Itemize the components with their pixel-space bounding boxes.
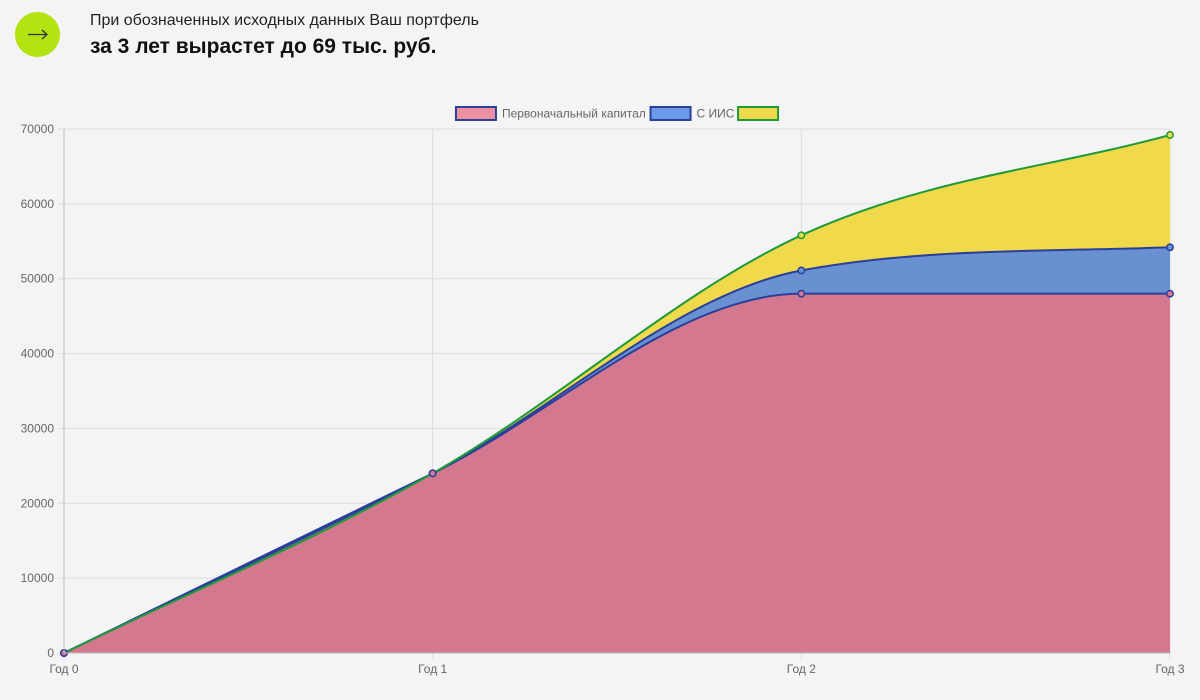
- series-areas: [64, 134, 1170, 653]
- x-axis: Год 0 Год 1 Год 2 Год 3: [49, 662, 1184, 676]
- series-line: [63, 292, 1170, 654]
- arrow-right-icon: [28, 29, 48, 40]
- y-tick-label: 10000: [21, 571, 55, 585]
- x-tick-label: Год 1: [418, 662, 447, 676]
- y-tick-label: 70000: [21, 122, 55, 136]
- x-tick-label: Год 3: [1155, 662, 1184, 676]
- legend: Первоначальный капитал С ИИС: [454, 106, 780, 121]
- legend-label: С ИИС: [697, 107, 735, 121]
- legend-swatch: [737, 106, 780, 121]
- legend-swatch: [649, 106, 692, 121]
- legend-item[interactable]: [737, 106, 780, 121]
- y-tick-label: 60000: [21, 197, 55, 211]
- next-button[interactable]: [15, 12, 60, 57]
- y-tick-label: 40000: [21, 347, 55, 361]
- legend-item[interactable]: С ИИС: [649, 106, 735, 121]
- data-point: [1166, 131, 1174, 139]
- header: При обозначенных исходных данных Ваш пор…: [0, 0, 1200, 80]
- series-points: [60, 131, 1174, 657]
- series-line: [63, 246, 1171, 654]
- chart-svg: 0 10000 20000 30000 40000 50000 60000 70000 Год …: [21, 106, 1185, 676]
- data-point: [428, 469, 437, 478]
- series-area: [64, 293, 1170, 653]
- data-point: [797, 266, 806, 275]
- portfolio-headline: за 3 лет вырастет до 69 тыс. руб.: [90, 35, 437, 58]
- legend-item[interactable]: Первоначальный капитал: [454, 106, 646, 121]
- y-tick-label: 30000: [21, 421, 55, 435]
- y-tick-label: 0: [47, 646, 54, 660]
- data-point: [1166, 243, 1174, 252]
- series-lines: [63, 134, 1171, 654]
- x-tick-label: Год 0: [49, 662, 78, 676]
- data-point: [797, 289, 806, 298]
- legend-label: Первоначальный капитал: [502, 107, 646, 121]
- legend-swatch: [454, 106, 497, 121]
- data-point: [1166, 289, 1174, 298]
- y-tick-label: 20000: [21, 496, 55, 510]
- growth-chart: 0 10000 20000 30000 40000 50000 60000 70000 Год …: [0, 95, 1200, 700]
- y-tick-label: 50000: [21, 272, 55, 286]
- x-tick-label: Год 2: [787, 662, 816, 676]
- portfolio-subtitle: При обозначенных исходных данных Ваш пор…: [90, 12, 479, 29]
- series-line: [63, 134, 1171, 654]
- data-point: [797, 231, 806, 240]
- y-axis: 0 10000 20000 30000 40000 50000 60000 70000: [21, 122, 55, 660]
